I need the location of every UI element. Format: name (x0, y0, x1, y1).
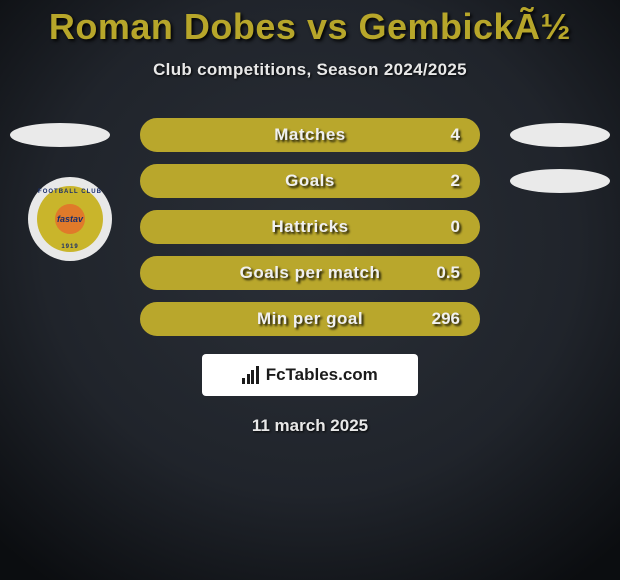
stat-value: 4 (451, 125, 460, 145)
bar-chart-icon (242, 366, 259, 384)
stat-value: 0.5 (436, 263, 460, 283)
stat-pill: Matches 4 (140, 118, 480, 152)
stat-pill: Goals per match 0.5 (140, 256, 480, 290)
stat-value: 296 (432, 309, 460, 329)
stat-label: Goals (285, 171, 335, 191)
club-badge: FOOTBALL CLUB fastav 1919 (28, 177, 112, 261)
watermark-text: FcTables.com (266, 365, 378, 385)
right-ellipse (510, 169, 610, 193)
stat-label: Hattricks (271, 217, 348, 237)
stat-label: Goals per match (240, 263, 381, 283)
stat-row: Min per goal 296 (0, 302, 620, 336)
left-ellipse (10, 123, 110, 147)
stat-label: Matches (274, 125, 346, 145)
watermark: FcTables.com (202, 354, 418, 396)
club-top-text: FOOTBALL CLUB (38, 189, 102, 195)
stat-row: Matches 4 (0, 118, 620, 152)
stat-pill: Goals 2 (140, 164, 480, 198)
right-ellipse (510, 123, 610, 147)
stat-value: 2 (451, 171, 460, 191)
stat-row: Goals per match 0.5 (0, 256, 620, 290)
date-text: 11 march 2025 (0, 416, 620, 436)
page-title: Roman Dobes vs GembickÃ½ (0, 6, 620, 48)
club-mid-text: fastav (57, 214, 83, 224)
club-ball-icon: fastav (55, 204, 85, 234)
stat-label: Min per goal (257, 309, 363, 329)
subtitle: Club competitions, Season 2024/2025 (0, 60, 620, 80)
stat-pill: Hattricks 0 (140, 210, 480, 244)
stat-value: 0 (451, 217, 460, 237)
stat-pill: Min per goal 296 (140, 302, 480, 336)
club-bot-text: 1919 (61, 244, 78, 250)
